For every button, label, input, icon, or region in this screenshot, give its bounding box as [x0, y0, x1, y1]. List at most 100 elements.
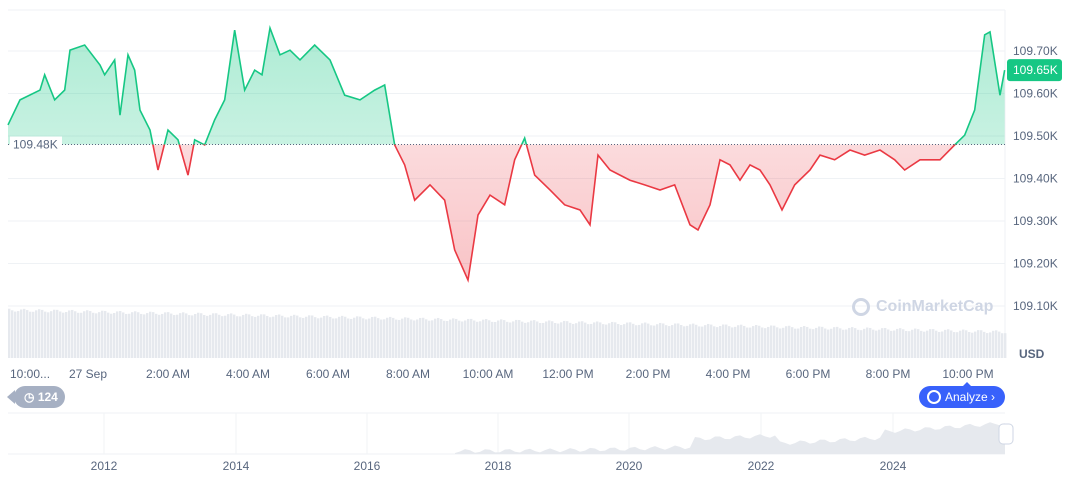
volume-bar [305, 316, 308, 358]
volume-bar [257, 315, 260, 358]
volume-bar [302, 317, 305, 358]
volume-bar [44, 311, 47, 358]
navigator-handle[interactable] [998, 423, 1014, 445]
volume-bar [992, 330, 995, 358]
volume-bar [248, 314, 251, 358]
volume-bar [53, 309, 56, 358]
volume-bar [227, 314, 230, 358]
volume-bar [317, 318, 320, 358]
volume-bar [722, 324, 725, 358]
volume-bar [311, 315, 314, 358]
volume-bar [203, 314, 206, 358]
volume-bar [242, 314, 245, 358]
volume-bar [251, 316, 254, 358]
volume-bar [398, 319, 401, 358]
volume-bar [122, 312, 125, 358]
volume-bar [680, 324, 683, 358]
volume-bar [236, 316, 239, 358]
volume-bar [338, 316, 341, 358]
volume-bar [944, 329, 947, 358]
volume-bar [575, 323, 578, 358]
volume-bar [902, 329, 905, 358]
volume-bar [440, 319, 443, 358]
volume-bar [827, 329, 830, 358]
volume-bar [179, 313, 182, 358]
volume-bar [104, 310, 107, 358]
volume-bar [518, 320, 521, 358]
volume-bar [68, 310, 71, 358]
volume-bar [479, 321, 482, 358]
volume-bar [854, 328, 857, 358]
volume-bar [923, 331, 926, 358]
volume-bar [491, 321, 494, 358]
volume-bar [422, 317, 425, 358]
volume-bar [239, 316, 242, 358]
volume-bar [146, 313, 149, 358]
volume-bar [134, 311, 137, 358]
volume-bar [560, 322, 563, 358]
volume-bar [791, 327, 794, 358]
volume-bar [266, 315, 269, 358]
volume-bar [740, 324, 743, 358]
volume-bar [764, 328, 767, 358]
volume-bar [56, 309, 59, 358]
volume-bar [953, 332, 956, 358]
volume-bar [332, 318, 335, 358]
volume-bar [170, 313, 173, 358]
volume-bar [38, 309, 41, 358]
volume-bar [770, 325, 773, 358]
volume-bar [155, 313, 158, 358]
x-tick-label: 10:00 PM [942, 367, 993, 381]
volume-bar [161, 313, 164, 358]
volume-bar [611, 321, 614, 358]
volume-bar [431, 320, 434, 358]
volume-bar [335, 318, 338, 358]
y-tick-label: 109.30K [1013, 214, 1058, 228]
volume-bar [614, 322, 617, 358]
volume-bar [350, 318, 353, 358]
volume-bar [182, 312, 185, 358]
volume-bar [284, 317, 287, 358]
volume-bar [527, 322, 530, 358]
volume-bar [935, 330, 938, 358]
volume-bar [464, 320, 467, 358]
volume-bar [650, 325, 653, 358]
volume-bar [659, 322, 662, 358]
volume-bar [824, 328, 827, 358]
volume-bar [524, 322, 527, 358]
volume-bar [245, 313, 248, 358]
volume-bar [950, 330, 953, 358]
analyze-button[interactable]: Analyze › [919, 382, 1006, 408]
volume-bar [623, 324, 626, 358]
volume-bar [209, 314, 212, 358]
volume-bar [377, 318, 380, 358]
volume-bar [362, 318, 365, 358]
volume-bar [554, 322, 557, 358]
volume-bar [8, 308, 11, 358]
volume-bar [17, 311, 20, 358]
volume-bar [26, 310, 29, 358]
volume-bar [908, 331, 911, 358]
history-badge[interactable]: ◷ 124 [7, 386, 65, 408]
volume-bar [512, 321, 515, 358]
volume-bar [737, 325, 740, 358]
volume-bar [74, 311, 77, 358]
volume-bar [551, 321, 554, 358]
volume-bar [851, 327, 854, 358]
volume-bar [515, 319, 518, 358]
volume-bar [92, 312, 95, 358]
volume-bar [710, 324, 713, 358]
volume-bar [344, 316, 347, 358]
chevron-right-icon: › [991, 390, 996, 404]
volume-bar [743, 325, 746, 358]
x-tick-label: 2:00 AM [146, 367, 190, 381]
x-tick-label: 8:00 PM [866, 367, 911, 381]
volume-bar [296, 315, 299, 358]
volume-bar [137, 312, 140, 358]
volume-bar [545, 321, 548, 358]
volume-bar [878, 329, 881, 358]
volume-bar [215, 313, 218, 358]
price-line-down [152, 144, 957, 283]
baseline-label: 109.48K [13, 138, 58, 152]
